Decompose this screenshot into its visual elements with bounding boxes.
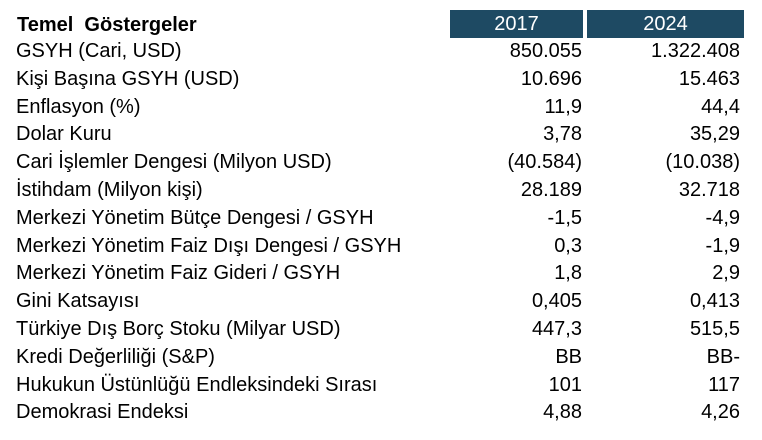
row-label: İstihdam (Milyon kişi) <box>16 178 203 201</box>
row-label: Dolar Kuru <box>16 123 112 146</box>
table-row: Merkezi Yönetim Faiz Dışı Dengesi / GSYH… <box>0 233 762 261</box>
value-2024: BB- <box>706 345 740 368</box>
value-2017: 850.055 <box>509 40 582 62</box>
value-2017: 10.696 <box>520 67 582 90</box>
value-2017: BB <box>555 345 582 368</box>
table-row: Merkezi Yönetim Bütçe Dengesi / GSYH -1,… <box>0 205 762 233</box>
value-2024: 4,26 <box>701 401 740 424</box>
table-row: Merkezi Yönetim Faiz Gideri / GSYH 1,8 2… <box>0 260 762 288</box>
table-row: Kişi Başına GSYH (USD) 10.696 15.463 <box>0 66 762 94</box>
value-2017: 28.189 <box>520 178 582 201</box>
table-row: Hukukun Üstünlüğü Endleksindeki Sırası 1… <box>0 372 762 400</box>
value-2024: 32.718 <box>678 178 740 201</box>
value-2017: 0,3 <box>554 234 582 257</box>
row-label: Kredi Değerliliği (S&P) <box>16 345 215 368</box>
column-header-2017: 2017 <box>450 10 583 38</box>
row-label: Merkezi Yönetim Faiz Dışı Dengesi / GSYH <box>16 234 402 257</box>
row-label: Kişi Başına GSYH (USD) <box>16 67 240 90</box>
row-label: Merkezi Yönetim Bütçe Dengesi / GSYH <box>16 206 374 229</box>
table-row: Enflasyon (%) 11,9 44,4 <box>0 94 762 122</box>
value-2024: 515,5 <box>689 317 740 340</box>
row-label: Cari İşlemler Dengesi (Milyon USD) <box>16 151 332 174</box>
table-row: Demokrasi Endeksi 4,88 4,26 <box>0 399 762 427</box>
value-2024: 44,4 <box>701 95 740 118</box>
row-label: GSYH (Cari, USD) <box>16 40 182 62</box>
table-header-row: Temel Göstergeler 2017 2024 <box>0 10 762 38</box>
column-header-2024: 2024 <box>587 10 744 38</box>
row-label: Demokrasi Endeksi <box>16 401 189 424</box>
value-2024: (10.038) <box>665 151 741 174</box>
value-2024: 15.463 <box>678 67 740 90</box>
table-title: Temel Göstergeler <box>17 14 197 36</box>
value-2024: 117 <box>708 373 740 396</box>
table-row: GSYH (Cari, USD) 850.055 1.322.408 <box>0 38 762 66</box>
value-2017: 1,8 <box>554 262 582 285</box>
value-2024: -1,9 <box>705 234 740 257</box>
value-2024: 1.322.408 <box>651 40 740 62</box>
value-2024: 2,9 <box>712 262 740 285</box>
value-2017: 101 <box>548 373 582 396</box>
row-label: Merkezi Yönetim Faiz Gideri / GSYH <box>16 262 341 285</box>
value-2017: -1,5 <box>547 206 582 229</box>
table-row: Gini Katsayısı 0,405 0,413 <box>0 288 762 316</box>
table-row: İstihdam (Milyon kişi) 28.189 32.718 <box>0 177 762 205</box>
row-label: Enflasyon (%) <box>16 95 141 118</box>
value-2017: 0,405 <box>531 290 582 313</box>
value-2024: 35,29 <box>689 123 740 146</box>
table-row: Türkiye Dış Borç Stoku (Milyar USD) 447,… <box>0 316 762 344</box>
value-2024: -4,9 <box>705 206 740 229</box>
value-2017: 4,88 <box>543 401 582 424</box>
table-row: Kredi Değerliliği (S&P) BB BB- <box>0 344 762 372</box>
value-2017: 447,3 <box>531 317 582 340</box>
value-2017: 11,9 <box>544 95 582 118</box>
row-label: Türkiye Dış Borç Stoku (Milyar USD) <box>16 317 341 340</box>
row-label: Hukukun Üstünlüğü Endleksindeki Sırası <box>16 373 378 396</box>
table-row: Dolar Kuru 3,78 35,29 <box>0 121 762 149</box>
row-label: Gini Katsayısı <box>16 290 140 313</box>
value-2024: 0,413 <box>689 290 740 313</box>
value-2017: (40.584) <box>507 151 583 174</box>
indicators-table: Temel Göstergeler 2017 2024 GSYH (Cari, … <box>0 10 762 427</box>
value-2017: 3,78 <box>543 123 582 146</box>
table-row: Cari İşlemler Dengesi (Milyon USD) (40.5… <box>0 149 762 177</box>
